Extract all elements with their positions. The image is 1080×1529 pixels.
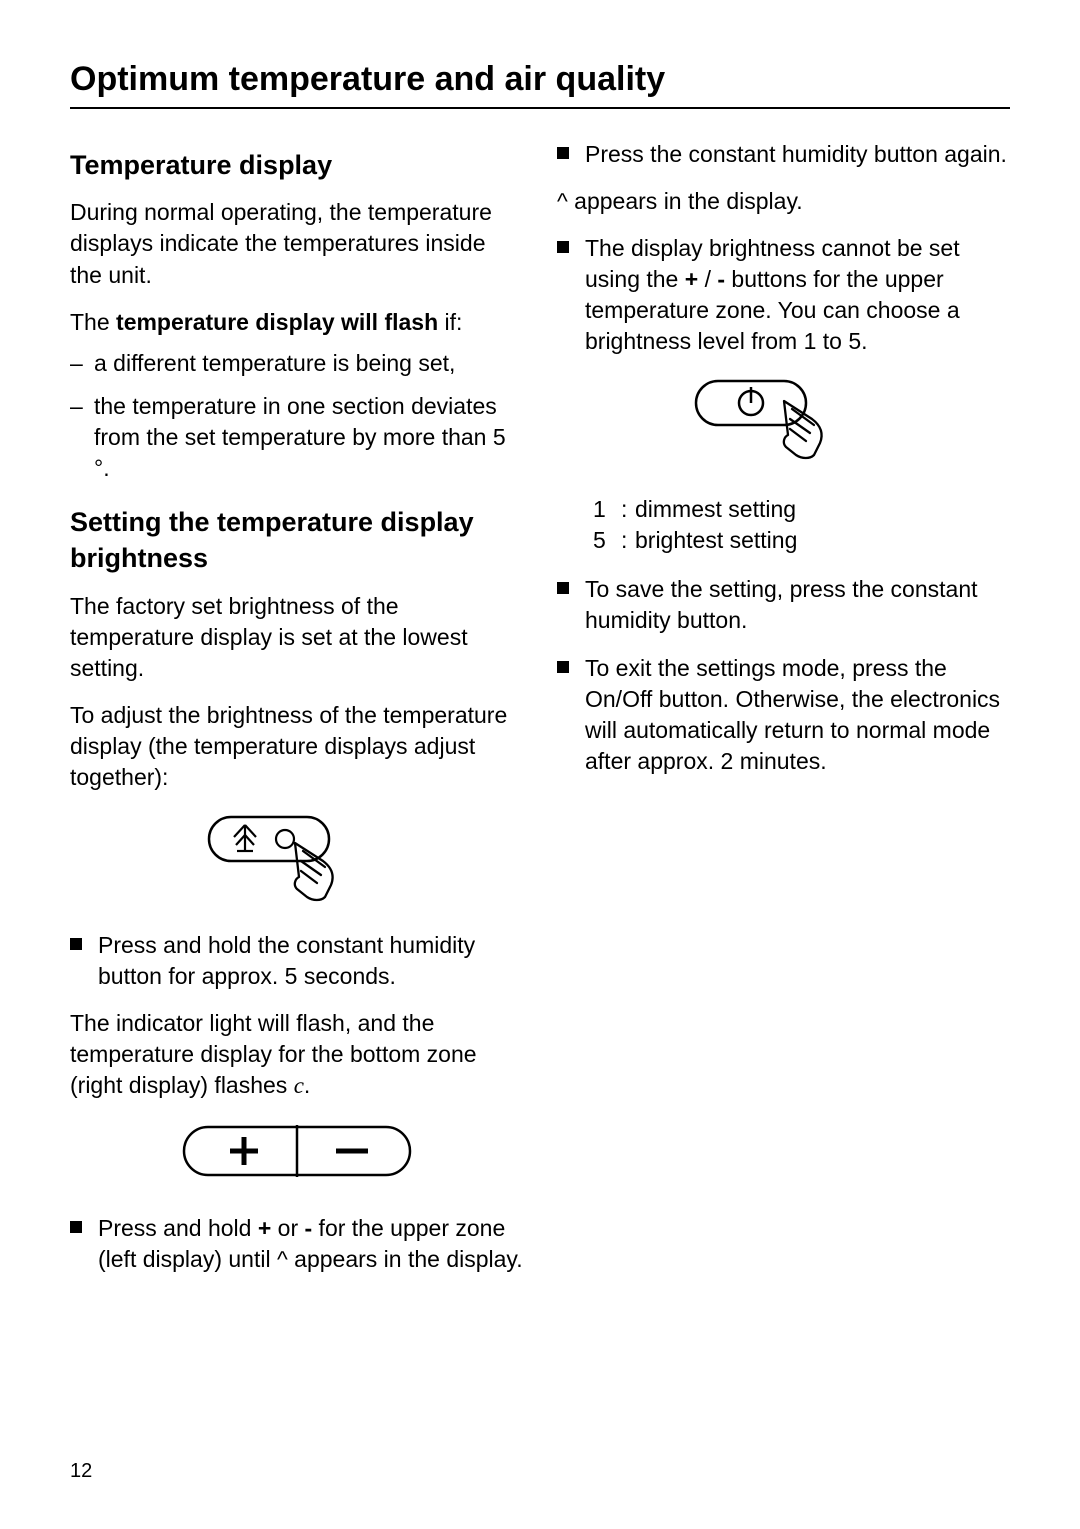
- heading-brightness: Setting the temperature display brightne…: [70, 504, 523, 577]
- level-colon: :: [621, 525, 635, 556]
- humidity-button-hand-icon: [187, 809, 407, 904]
- flash-intro-pre: The: [70, 309, 116, 335]
- step-list-3: Press the constant humidity button again…: [557, 139, 1010, 170]
- step-hold-humidity: Press and hold the constant humidity but…: [70, 930, 523, 992]
- page-title: Optimum temperature and air quality: [70, 60, 1010, 99]
- step4-to: to: [816, 328, 848, 354]
- title-rule: [70, 107, 1010, 109]
- minus-symbol: -: [717, 266, 725, 292]
- step-list-2: Press and hold + or - for the upper zone…: [70, 1213, 523, 1275]
- step-exit-settings: To exit the settings mode, press the On/…: [557, 653, 1010, 777]
- content-columns: Temperature display During normal operat…: [70, 139, 1010, 1291]
- figure-power-button-hand: [557, 373, 1010, 476]
- step2-mid1: or: [271, 1215, 304, 1241]
- paragraph-factory-setting: The factory set brightness of the temper…: [70, 591, 523, 684]
- left-column: Temperature display During normal operat…: [70, 139, 523, 1291]
- num-5: 5: [848, 328, 861, 354]
- figure-plus-minus-button: [70, 1117, 523, 1195]
- flash-conditions-list: a different temperature is being set, th…: [70, 348, 523, 484]
- paragraph-intro: During normal operating, the temperature…: [70, 197, 523, 290]
- step-list-5: To save the setting, press the constant …: [557, 574, 1010, 776]
- brightness-levels-list: 1 : dimmest setting 5 : brightest settin…: [593, 494, 1010, 556]
- paragraph-adjust-intro: To adjust the brightness of the temperat…: [70, 700, 523, 793]
- right-column: Press the constant humidity button again…: [557, 139, 1010, 1291]
- level-colon: :: [621, 494, 635, 525]
- step-save-setting: To save the setting, press the constant …: [557, 574, 1010, 636]
- step2-pre: Press and hold: [98, 1215, 258, 1241]
- symbol-c: c: [294, 1073, 304, 1098]
- brightness-level-row: 5 : brightest setting: [593, 525, 1010, 556]
- flash-condition-item: the temperature in one section deviates …: [70, 391, 523, 484]
- flash-intro-post: if:: [438, 309, 462, 335]
- caret-symbol: ^: [557, 188, 568, 214]
- page-number: 12: [70, 1460, 92, 1483]
- caret-line-post: appears in the display.: [568, 188, 803, 214]
- plus-minus-button-icon: [172, 1117, 422, 1187]
- flash-intro: The temperature display will flash if:: [70, 307, 523, 338]
- paragraph-caret-appears: ^ appears in the display.: [557, 186, 1010, 217]
- indicator-flash-text: The indicator light will flash, and the …: [70, 1010, 477, 1098]
- step-press-again: Press the constant humidity button again…: [557, 139, 1010, 170]
- heading-temperature-display: Temperature display: [70, 147, 523, 183]
- plus-symbol: +: [685, 266, 698, 292]
- figure-humidity-button-hand: [70, 809, 523, 912]
- brightness-level-row: 1 : dimmest setting: [593, 494, 1010, 525]
- level-number: 1: [593, 494, 621, 525]
- plus-symbol: +: [258, 1215, 271, 1241]
- step4-slash: /: [698, 266, 717, 292]
- paragraph-indicator-flash: The indicator light will flash, and the …: [70, 1008, 523, 1101]
- flash-intro-bold: temperature display will flash: [116, 309, 438, 335]
- step4-end: .: [861, 328, 867, 354]
- level-label: brightest setting: [635, 525, 797, 556]
- num-1: 1: [804, 328, 817, 354]
- flash-condition-item: a different temperature is being set,: [70, 348, 523, 379]
- caret-symbol: ^: [277, 1246, 288, 1272]
- step-brightness-range: The display brightness cannot be set usi…: [557, 233, 1010, 357]
- step2-post: appears in the display.: [288, 1246, 523, 1272]
- level-number: 5: [593, 525, 621, 556]
- step-list-4: The display brightness cannot be set usi…: [557, 233, 1010, 357]
- level-label: dimmest setting: [635, 494, 796, 525]
- step-list-1: Press and hold the constant humidity but…: [70, 930, 523, 992]
- indicator-flash-post: .: [304, 1072, 310, 1098]
- power-button-hand-icon: [674, 373, 894, 468]
- step-press-plus-minus: Press and hold + or - for the upper zone…: [70, 1213, 523, 1275]
